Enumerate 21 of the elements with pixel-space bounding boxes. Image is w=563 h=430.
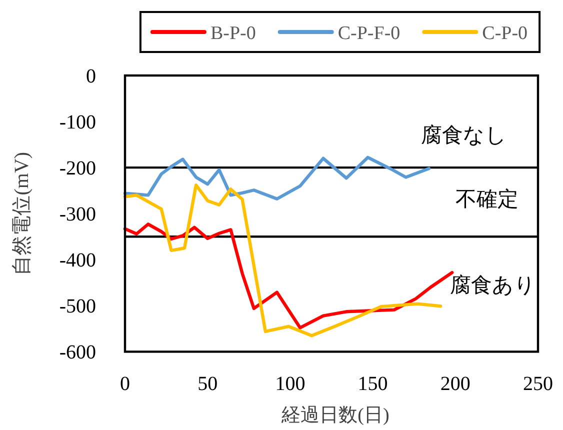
- x-tick-label: 50: [198, 373, 218, 395]
- x-axis-title: 経過日数(日): [280, 405, 390, 426]
- x-tick-label: 0: [120, 373, 130, 395]
- y-axis-title: 自然電位(mV): [11, 152, 33, 276]
- x-tick-label: 200: [440, 373, 470, 395]
- annotation: 腐食なし: [421, 123, 507, 147]
- legend-label: C-P-F-0: [338, 23, 400, 44]
- y-tick-label: -100: [59, 112, 96, 134]
- y-tick-label: -200: [59, 158, 96, 180]
- legend-label: B-P-0: [210, 23, 256, 44]
- annotation: 不確定: [456, 187, 518, 211]
- y-tick-label: -500: [59, 296, 96, 318]
- y-tick-label: -400: [59, 250, 96, 272]
- x-tick-label: 150: [358, 373, 388, 395]
- legend-label: C-P-0: [482, 23, 528, 44]
- y-tick-label: -600: [59, 342, 96, 364]
- x-tick-label: 100: [275, 373, 306, 395]
- y-tick-label: 0: [86, 66, 96, 88]
- x-tick-label: 250: [523, 373, 553, 395]
- y-tick-label: -300: [59, 204, 96, 226]
- annotation: 腐食あり: [450, 273, 536, 297]
